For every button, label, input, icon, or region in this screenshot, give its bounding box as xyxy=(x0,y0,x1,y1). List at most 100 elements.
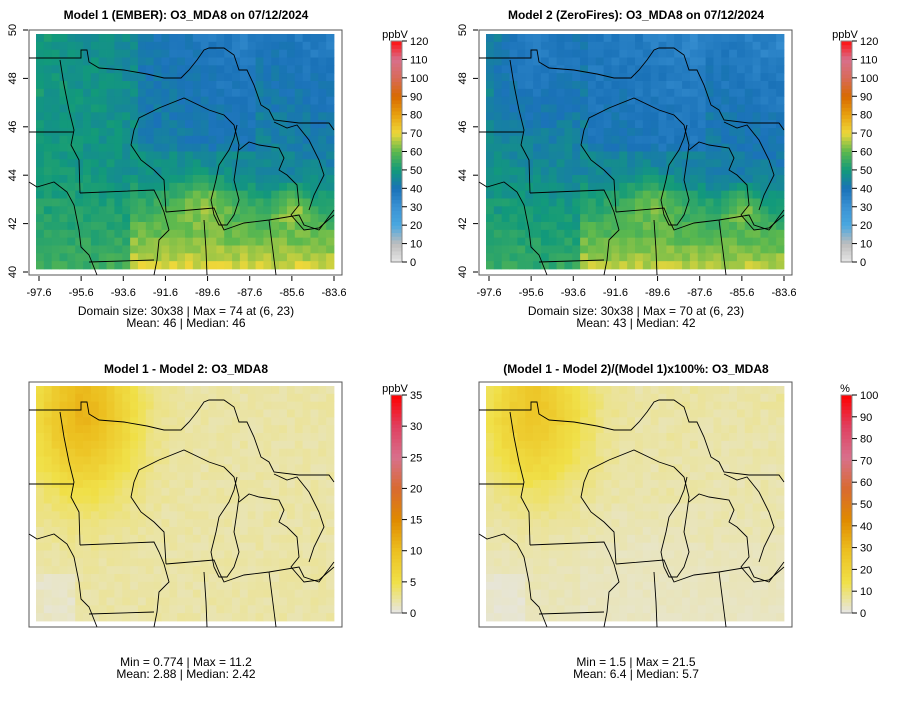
grid-cell xyxy=(721,222,730,231)
grid-cell xyxy=(67,401,76,410)
grid-cell xyxy=(216,120,225,129)
grid-cell xyxy=(59,229,68,239)
grid-cell xyxy=(533,401,542,410)
grid-cell xyxy=(627,527,636,536)
grid-cell xyxy=(302,128,311,137)
grid-cell xyxy=(90,605,100,614)
grid-cell xyxy=(580,128,589,137)
grid-cell xyxy=(736,425,746,434)
grid-cell xyxy=(776,175,785,184)
colorbar-swatch xyxy=(841,478,852,483)
grid-cell xyxy=(603,417,612,426)
grid-cell xyxy=(658,88,667,98)
grid-cell xyxy=(682,65,691,74)
grid-cell xyxy=(224,229,233,239)
grid-cell xyxy=(776,581,785,591)
grid-cell xyxy=(208,589,217,598)
grid-cell xyxy=(595,88,605,98)
grid-cell xyxy=(271,159,280,168)
grid-cell xyxy=(114,104,123,113)
grid-cell xyxy=(713,393,722,403)
grid-cell xyxy=(98,245,107,254)
grid-cell xyxy=(43,175,53,184)
grid-cell xyxy=(611,433,620,442)
grid-cell xyxy=(744,81,754,90)
grid-cell xyxy=(642,417,652,426)
grid-cell xyxy=(682,41,691,51)
grid-cell xyxy=(509,581,518,591)
grid-cell xyxy=(59,542,68,551)
grid-cell xyxy=(650,253,659,262)
grid-cell xyxy=(548,519,557,528)
grid-cell xyxy=(200,597,209,606)
grid-cell xyxy=(666,34,675,43)
grid-cell xyxy=(674,65,683,74)
grid-cell xyxy=(286,167,296,176)
grid-cell xyxy=(760,456,769,465)
grid-cell xyxy=(185,49,194,58)
grid-cell xyxy=(721,73,730,82)
grid-cell xyxy=(744,49,754,58)
grid-cell xyxy=(674,597,683,606)
grid-cell xyxy=(658,409,667,418)
grid-cell xyxy=(208,605,217,614)
grid-cell xyxy=(137,182,147,192)
grid-cell xyxy=(674,574,683,583)
grid-cell xyxy=(776,425,785,434)
grid-cell xyxy=(501,222,510,231)
grid-cell xyxy=(603,190,612,199)
grid-cell xyxy=(216,112,225,121)
grid-cell xyxy=(114,613,123,622)
grid-cell xyxy=(224,527,233,536)
grid-cell xyxy=(255,34,264,43)
grid-cell xyxy=(564,425,573,434)
grid-cell xyxy=(517,96,526,105)
grid-cell xyxy=(729,34,738,43)
grid-cell xyxy=(752,128,761,137)
colorbar-swatch xyxy=(841,405,852,411)
grid-cell xyxy=(564,175,573,184)
grid-cell xyxy=(525,57,534,66)
grid-cell xyxy=(666,135,675,145)
grid-cell xyxy=(674,527,683,536)
grid-cell xyxy=(768,229,777,239)
grid-cell xyxy=(721,581,730,591)
grid-cell xyxy=(286,589,296,598)
grid-cell xyxy=(611,88,620,98)
grid-cell xyxy=(501,401,510,410)
grid-cell xyxy=(286,206,296,215)
grid-cell xyxy=(145,527,155,536)
grid-cell xyxy=(177,511,186,520)
grid-cell xyxy=(98,440,107,450)
grid-cell xyxy=(682,253,691,262)
grid-cell xyxy=(130,159,139,168)
grid-cell xyxy=(760,261,769,270)
grid-cell xyxy=(153,519,162,528)
grid-cell xyxy=(122,550,131,559)
grid-cell xyxy=(729,104,738,113)
grid-cell xyxy=(635,574,644,583)
grid-cell xyxy=(208,440,217,450)
grid-cell xyxy=(224,49,233,58)
grid-cell xyxy=(83,456,92,465)
grid-cell xyxy=(90,558,100,567)
grid-cell xyxy=(153,229,162,239)
grid-cell xyxy=(224,73,233,82)
grid-cell xyxy=(302,65,311,74)
grid-cell xyxy=(760,534,769,544)
grid-cell xyxy=(90,88,100,98)
grid-cell xyxy=(185,487,194,497)
grid-cell xyxy=(177,534,186,544)
grid-cell xyxy=(556,534,565,544)
grid-cell xyxy=(263,574,272,583)
grid-cell xyxy=(318,417,327,426)
grid-cell xyxy=(59,41,68,51)
grid-cell xyxy=(75,472,84,481)
grid-cell xyxy=(525,104,534,113)
grid-cell xyxy=(564,112,573,121)
grid-cell xyxy=(286,104,296,113)
grid-cell xyxy=(658,151,667,160)
grid-cell xyxy=(501,409,510,418)
grid-cell xyxy=(90,519,100,528)
grid-cell xyxy=(635,472,644,481)
